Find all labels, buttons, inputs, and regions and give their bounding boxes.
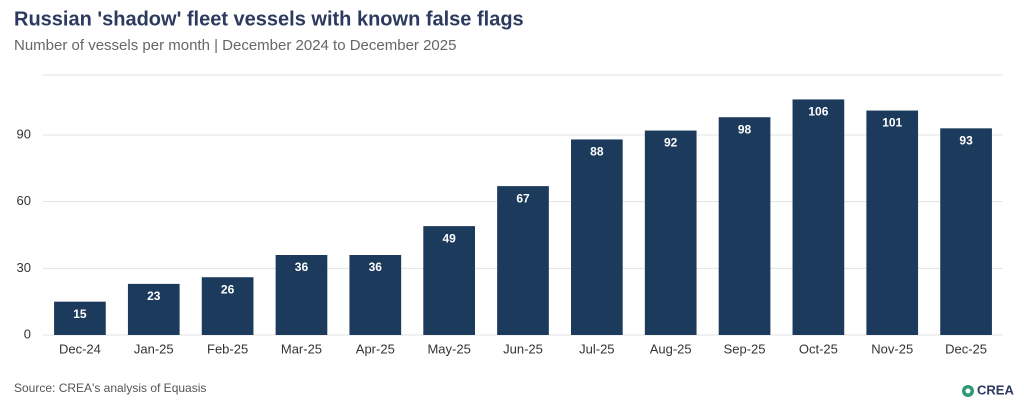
chart-subtitle: Number of vessels per month | December 2… — [14, 37, 456, 54]
bar — [792, 99, 845, 335]
x-tick-label: Aug-25 — [650, 341, 692, 356]
bar — [201, 277, 254, 335]
bar — [866, 110, 919, 335]
data-label: 23 — [147, 289, 161, 303]
x-tick-label: Sep-25 — [724, 341, 766, 356]
bar — [127, 283, 180, 335]
data-label: 88 — [590, 145, 604, 159]
data-label: 101 — [882, 116, 902, 130]
y-tick-label: 60 — [17, 193, 31, 208]
bar — [718, 117, 771, 335]
bar — [497, 186, 549, 335]
data-label: 67 — [516, 191, 530, 205]
x-tick-label: Jan-25 — [134, 341, 174, 356]
bar — [940, 128, 992, 335]
data-label: 93 — [959, 134, 973, 148]
x-tick-label: Feb-25 — [207, 341, 248, 356]
x-tick-label: Jun-25 — [503, 341, 543, 356]
x-tick-label: Mar-25 — [281, 341, 322, 356]
y-tick-label: 30 — [17, 260, 31, 275]
data-label: 49 — [442, 231, 456, 245]
bar — [349, 255, 402, 335]
bar — [644, 130, 697, 335]
bar — [54, 301, 106, 335]
x-tick-label: Jul-25 — [579, 341, 614, 356]
x-tick-label: May-25 — [427, 341, 470, 356]
data-label: 106 — [808, 105, 828, 119]
y-tick-label: 0 — [24, 326, 31, 341]
data-label: 36 — [295, 260, 309, 274]
x-tick-label: Dec-24 — [59, 341, 101, 356]
logo-icon — [962, 385, 974, 397]
data-label: 36 — [369, 260, 383, 274]
x-tick-label: Apr-25 — [356, 341, 395, 356]
bar — [571, 139, 623, 335]
data-label: 15 — [73, 307, 87, 321]
x-tick-label: Oct-25 — [799, 341, 838, 356]
bar — [275, 255, 328, 335]
source-note: Source: CREA's analysis of Equasis — [14, 381, 206, 395]
data-label: 98 — [738, 122, 752, 136]
data-label: 26 — [221, 282, 235, 296]
logo-text: CREA — [977, 382, 1014, 397]
x-tick-label: Nov-25 — [871, 341, 913, 356]
chart-title: Russian 'shadow' fleet vessels with know… — [14, 8, 524, 30]
x-tick-label: Dec-25 — [945, 341, 987, 356]
bar — [423, 226, 475, 335]
data-label: 92 — [664, 136, 678, 150]
y-tick-label: 90 — [17, 126, 31, 141]
